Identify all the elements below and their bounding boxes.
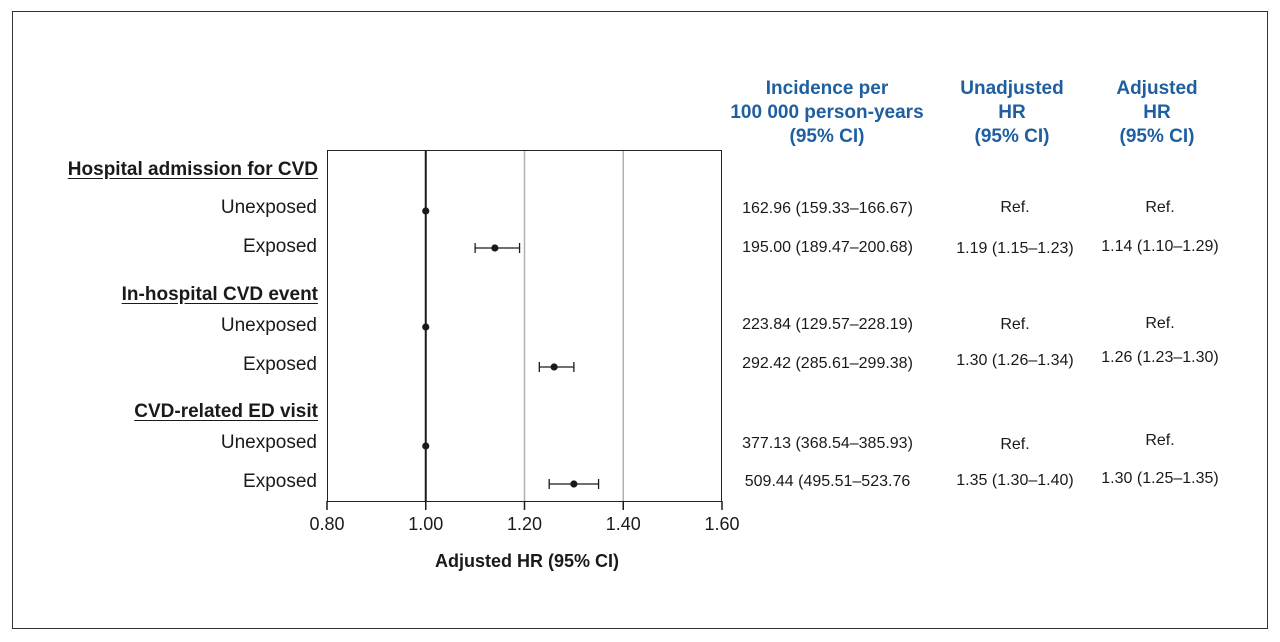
unadjusted-hr-value: Ref. <box>1000 436 1030 453</box>
x-tick-label: 1.20 <box>506 514 543 534</box>
adjusted-hr-value: 1.14 (1.10–1.29) <box>1101 238 1219 255</box>
adjusted-hr-value: Ref. <box>1145 199 1175 216</box>
adjusted-hr-value: 1.26 (1.23–1.30) <box>1101 349 1219 366</box>
x-tick-label: 1.00 <box>408 514 444 534</box>
group-label-hospital-admission: Hospital admission for CVD <box>67 159 318 180</box>
row-label: Exposed <box>243 236 317 257</box>
incidence-value: 377.13 (368.54–385.93) <box>742 435 913 452</box>
adjusted-hr-value: Ref. <box>1145 315 1175 332</box>
hr-point <box>422 323 430 331</box>
row-label: Exposed <box>243 354 317 375</box>
adjusted-hr-value: 1.30 (1.25–1.35) <box>1101 470 1219 487</box>
hr-point <box>422 207 430 215</box>
x-tick-label: 0.80 <box>309 514 345 534</box>
group-label-ed-visit: CVD-related ED visit <box>134 401 318 422</box>
unadjusted-hr-value: 1.19 (1.15–1.23) <box>956 240 1074 257</box>
figure-frame <box>12 11 1268 629</box>
incidence-column-header: Incidence per 100 000 person-years (95% … <box>730 78 924 147</box>
x-axis-label: Adjusted HR (95% CI) <box>434 551 620 571</box>
x-tick-label: 1.40 <box>605 514 641 534</box>
unadjusted-hr-column-header: Unadjusted HR (95% CI) <box>960 78 1064 147</box>
x-tick-label: 1.60 <box>704 514 740 534</box>
incidence-value: 195.00 (189.47–200.68) <box>742 239 913 256</box>
unadjusted-hr-value: 1.35 (1.30–1.40) <box>956 472 1074 489</box>
hr-point <box>491 244 499 252</box>
row-label: Exposed <box>243 471 317 492</box>
unadjusted-hr-value: Ref. <box>1000 316 1030 333</box>
adjusted-hr-column-header: Adjusted HR (95% CI) <box>1116 78 1198 147</box>
incidence-value: 162.96 (159.33–166.67) <box>742 200 913 217</box>
incidence-value: 223.84 (129.57–228.19) <box>742 316 913 333</box>
adjusted-hr-value: Ref. <box>1145 432 1175 449</box>
group-label-in-hospital-event: In-hospital CVD event <box>121 284 318 305</box>
incidence-value: 509.44 (495.51–523.76 <box>744 473 911 490</box>
row-label: Unexposed <box>220 197 317 218</box>
hr-point <box>550 363 558 371</box>
row-label: Unexposed <box>220 432 317 453</box>
unadjusted-hr-value: Ref. <box>1000 199 1030 216</box>
hr-point <box>422 442 430 450</box>
hr-point <box>570 480 578 488</box>
row-label: Unexposed <box>220 315 317 336</box>
incidence-value: 292.42 (285.61–299.38) <box>742 355 913 372</box>
unadjusted-hr-value: 1.30 (1.26–1.34) <box>956 352 1074 369</box>
